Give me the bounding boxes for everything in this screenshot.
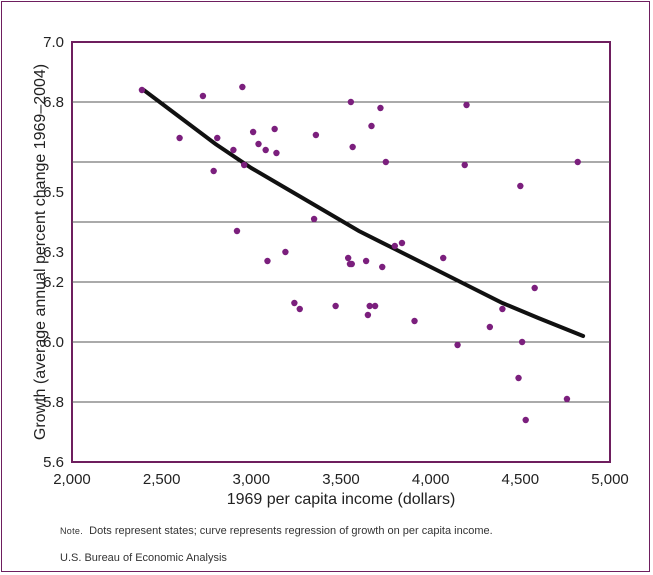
data-point [362, 257, 370, 265]
regression-layer [141, 88, 586, 338]
data-point [255, 140, 262, 148]
data-point [461, 161, 468, 169]
source-credit: U.S. Bureau of Economic Analysis [60, 552, 227, 564]
data-point [344, 254, 352, 262]
data-point [411, 317, 418, 325]
note-prefix: Note. [60, 526, 84, 536]
scatter-chart: 2,000 2,500 3,000 3,500 4,000 4,500 5,000 5.65… [32, 34, 629, 508]
x-tick-label: 2,000 [53, 471, 91, 488]
data-point [199, 92, 207, 100]
plot-area [71, 41, 611, 463]
data-point [463, 101, 470, 109]
data-point [273, 149, 280, 157]
note-text: Dots represent states; curve represents … [89, 525, 493, 537]
y-axis-ticks: 5.6 5.8 6.0 6.2 6.3 6.5 6.8 7.0 [43, 34, 64, 471]
data-point [522, 416, 529, 424]
data-point [138, 86, 146, 94]
data-point [239, 83, 246, 91]
data-point [264, 257, 271, 265]
chart-note: Note. Dots represent states; curve repre… [60, 525, 493, 537]
data-point [440, 254, 447, 262]
data-point [377, 104, 384, 112]
data-point [262, 146, 269, 154]
data-point [517, 182, 524, 190]
data-point [271, 125, 278, 133]
data-point [379, 263, 386, 271]
x-tick-label: 3,000 [233, 471, 271, 488]
data-point [312, 131, 320, 139]
data-point [398, 239, 406, 247]
x-axis-ticks: 2,000 2,500 3,000 3,500 4,000 4,500 5,000 [53, 471, 629, 488]
data-point [531, 284, 538, 292]
data-point [486, 323, 494, 331]
data-point [518, 338, 526, 346]
y-tick-label: 6.3 [43, 244, 64, 261]
data-point [382, 158, 390, 166]
data-point [214, 134, 221, 142]
x-tick-label: 5,000 [591, 471, 629, 488]
x-axis-label: 1969 per capita income (dollars) [227, 491, 456, 508]
data-point [230, 146, 237, 154]
x-tick-label: 4,500 [502, 471, 540, 488]
regression-curve [141, 88, 586, 338]
y-tick-label: 5.6 [43, 454, 64, 471]
data-point [371, 302, 379, 310]
data-point [291, 299, 298, 307]
y-tick-label: 6.0 [43, 334, 64, 351]
y-tick-label: 5.8 [43, 394, 64, 411]
data-point [282, 248, 289, 256]
data-point [310, 215, 318, 223]
data-point [233, 227, 241, 235]
data-point [515, 374, 522, 382]
data-point [574, 158, 581, 166]
data-point [332, 302, 339, 310]
data-point [499, 305, 506, 313]
y-tick-label: 6.2 [43, 274, 64, 291]
data-point [240, 161, 248, 169]
data-point [349, 143, 356, 151]
data-point [347, 98, 355, 106]
data-point [366, 302, 373, 310]
x-tick-label: 3,500 [322, 471, 360, 488]
x-tick-label: 4,000 [412, 471, 450, 488]
data-points [138, 83, 581, 424]
data-point [391, 242, 398, 250]
y-tick-label: 6.5 [43, 184, 64, 201]
data-point [176, 134, 183, 142]
data-point [210, 167, 217, 175]
data-point [368, 122, 375, 130]
data-point [249, 128, 257, 136]
data-point [296, 305, 303, 313]
x-tick-label: 2,500 [143, 471, 181, 488]
data-point [454, 341, 461, 349]
data-point [563, 395, 571, 403]
data-point [364, 311, 372, 319]
data-point [348, 260, 355, 268]
y-tick-label: 7.0 [43, 34, 64, 51]
y-tick-label: 6.8 [43, 94, 64, 111]
y-axis-label: Growth (average annual percent change 19… [32, 64, 49, 440]
